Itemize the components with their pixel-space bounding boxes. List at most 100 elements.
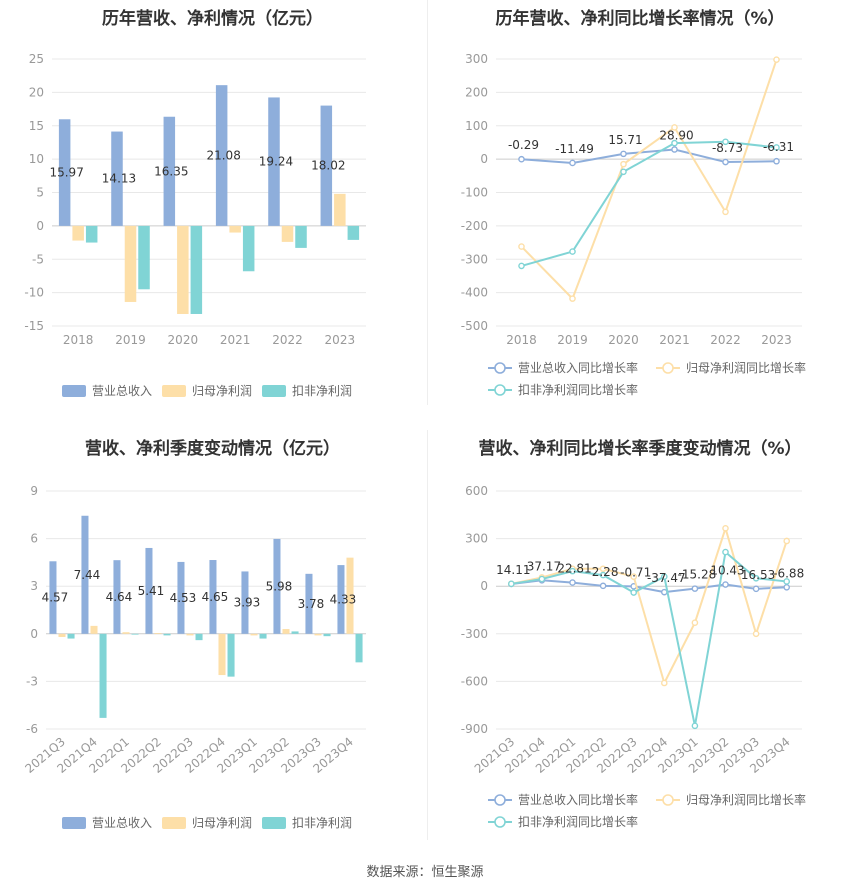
x-tick-label: 2021: [220, 333, 251, 347]
data-label: 5.98: [266, 579, 293, 593]
point-0-0: [518, 155, 525, 163]
annual-revenue-profit-chart: 25 20 15 10 5 0 -5 -10 -15 2018 2019 2020 2021 2022 20…: [24, 52, 366, 398]
point-1-8: [752, 630, 760, 638]
data-label: 14.13: [102, 172, 136, 186]
y-tick-label: 300: [465, 52, 488, 66]
point-1-0: [518, 243, 525, 250]
quarterly-revenue-profit-chart: 9630-3-62021Q32021Q42022Q12022Q22022Q320…: [22, 484, 366, 830]
bar-1-8: [314, 633, 322, 636]
legend-label: 归母净利润: [192, 384, 252, 398]
bar-2-7: [291, 631, 299, 634]
point-2-2: [620, 168, 627, 176]
legend-marker-2: [494, 816, 506, 828]
x-tick-label: 2022: [272, 333, 303, 347]
bar-1-3: [154, 633, 162, 634]
bar-0-3: [215, 85, 228, 226]
bar-2-0: [85, 225, 98, 243]
data-label: 4.53: [170, 591, 197, 605]
data-label: 16.35: [154, 164, 188, 178]
bar-0-2: [113, 560, 121, 634]
point-0-1: [569, 159, 576, 167]
bar-0-1: [111, 131, 123, 226]
series-line-1: [520, 59, 778, 301]
data-label: -37.47: [647, 571, 686, 585]
legend-label: 归母净利润同比增长率: [686, 792, 806, 807]
y-tick-label: 25: [29, 52, 44, 66]
x-tick-label: 2019: [557, 333, 588, 347]
chart-title: 历年营收、净利同比增长率情况（%）: [495, 9, 785, 29]
bar-1-6: [250, 633, 258, 636]
bar-1-4: [281, 225, 294, 242]
legend-marker-0: [494, 794, 506, 806]
y-tick-label: -10: [24, 286, 44, 300]
legend-marker-1: [662, 362, 674, 374]
point-2-3: [671, 139, 678, 147]
bar-0-0: [58, 119, 71, 226]
point-2-9: [783, 578, 791, 585]
x-tick-label: 2023: [325, 333, 356, 347]
bar-1-2: [177, 225, 189, 314]
y-tick-label: 0: [480, 152, 488, 166]
point-0-9: [783, 583, 791, 591]
bar-1-2: [122, 632, 130, 634]
legend-label: 扣非净利润同比增长率: [518, 814, 638, 829]
point-2-2: [569, 567, 576, 575]
bar-2-8: [323, 633, 331, 637]
point-0-2: [620, 150, 627, 158]
legend-swatch-0: [62, 385, 86, 397]
bar-1-0: [72, 225, 84, 241]
legend-label: 归母净利润同比增长率: [686, 360, 806, 375]
y-tick-label: -400: [461, 286, 488, 300]
data-label: -0.29: [508, 138, 539, 152]
point-0-6: [691, 585, 699, 592]
annual-bar-panel: 历年营收、净利情况（亿元） 25 20 15 10 5 0 -5 -10 -15 2018 2019…: [0, 0, 425, 420]
y-tick-label: -100: [461, 186, 488, 200]
series-line-1: [511, 524, 788, 686]
point-1-3: [599, 565, 607, 573]
data-label: 10.43: [710, 564, 744, 578]
data-label: 15.71: [608, 133, 642, 147]
point-2-0: [508, 580, 515, 588]
y-tick-label: -3: [26, 674, 38, 688]
legend-swatch-1: [162, 817, 186, 829]
point-2-5: [773, 144, 780, 151]
bar-2-1: [99, 633, 107, 718]
y-tick-label: 6: [30, 532, 38, 546]
series-line-0: [521, 148, 777, 164]
bar-2-3: [163, 633, 171, 636]
point-1-9: [783, 537, 791, 545]
bar-0-2: [163, 116, 176, 226]
bar-0-6: [241, 571, 249, 634]
y-tick-label: -200: [461, 219, 488, 233]
bar-0-3: [145, 547, 153, 634]
x-tick-label: 2018: [506, 333, 537, 347]
bar-2-9: [355, 633, 363, 663]
data-label: 14.11: [496, 563, 530, 577]
x-tick-label: 2022: [710, 333, 741, 347]
data-label: 2.28: [592, 565, 619, 579]
x-tick-label: 2020: [608, 333, 639, 347]
legend-label: 营业总收入同比增长率: [518, 792, 638, 807]
bar-1-5: [218, 633, 226, 676]
data-label: 16.53: [741, 568, 775, 582]
data-label: -0.71: [620, 565, 651, 579]
bar-2-2: [131, 633, 139, 635]
y-tick-label: -300: [461, 627, 488, 641]
point-0-3: [671, 146, 678, 153]
data-source: 数据来源：恒生聚源: [366, 865, 484, 880]
legend-label: 营业总收入同比增长率: [518, 360, 638, 375]
bar-1-3: [229, 225, 241, 233]
y-tick-label: -600: [461, 674, 488, 688]
data-label: 28.90: [659, 128, 693, 142]
legend-swatch-2: [262, 385, 286, 397]
legend-label: 营业总收入: [92, 384, 152, 398]
point-1-7: [722, 524, 729, 532]
y-tick-label: -5: [32, 252, 44, 266]
legend-label: 扣非净利润同比增长率: [518, 382, 638, 397]
point-0-2: [569, 579, 576, 586]
panel-divider-top: [427, 0, 428, 405]
legend-swatch-0: [62, 817, 86, 829]
bar-1-0: [58, 633, 66, 637]
legend-swatch-2: [262, 817, 286, 829]
bar-1-1: [124, 225, 137, 302]
